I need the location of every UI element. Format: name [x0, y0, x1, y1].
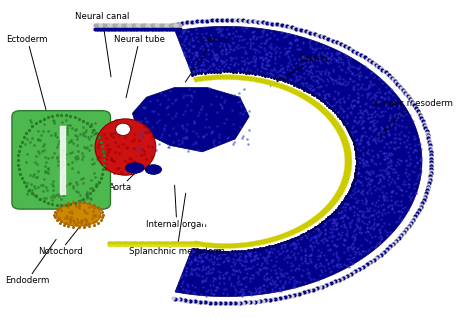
Text: Somite: Somite — [185, 35, 229, 82]
Text: Ectoderm: Ectoderm — [7, 35, 50, 125]
Ellipse shape — [116, 123, 130, 135]
Polygon shape — [175, 26, 422, 297]
Ellipse shape — [126, 163, 144, 173]
Text: Splanchnic mesoderm: Splanchnic mesoderm — [129, 193, 225, 256]
Polygon shape — [132, 88, 249, 152]
Text: Somitic mesoderm: Somitic mesoderm — [372, 99, 453, 137]
Bar — [60, 126, 65, 194]
Text: Aorta: Aorta — [109, 168, 140, 192]
Ellipse shape — [56, 203, 101, 226]
Text: Internal organ: Internal organ — [146, 185, 207, 229]
Polygon shape — [201, 97, 319, 226]
Text: Notochord: Notochord — [37, 218, 86, 256]
Text: Neural canal: Neural canal — [75, 12, 129, 77]
Ellipse shape — [95, 119, 156, 175]
FancyBboxPatch shape — [12, 111, 110, 209]
Text: Endoderm: Endoderm — [5, 239, 56, 285]
Polygon shape — [193, 75, 352, 248]
Text: Coelom: Coelom — [270, 54, 331, 86]
Ellipse shape — [145, 165, 162, 174]
Text: Neural tube: Neural tube — [114, 35, 165, 98]
